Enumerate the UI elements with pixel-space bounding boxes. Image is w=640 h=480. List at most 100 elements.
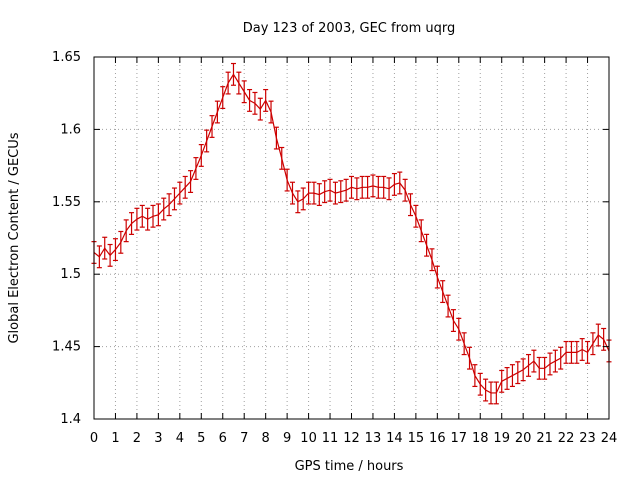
error-bar — [118, 230, 124, 254]
error-bar — [483, 378, 489, 402]
x-tick-label: 12 — [343, 431, 360, 446]
error-bar — [327, 178, 333, 202]
x-tick-label: 0 — [90, 431, 98, 446]
error-bar — [289, 181, 295, 205]
error-bar — [509, 364, 515, 388]
error-bar — [418, 219, 424, 243]
error-bar — [268, 100, 274, 124]
error-bar — [585, 340, 591, 364]
error-bar — [204, 129, 210, 153]
series-layer — [91, 62, 612, 405]
error-bar — [247, 88, 253, 112]
error-bar — [499, 369, 505, 393]
error-bar — [531, 349, 537, 373]
error-bar — [472, 364, 478, 388]
x-tick-label: 23 — [579, 431, 596, 446]
error-bar — [477, 372, 483, 396]
error-bar — [134, 207, 140, 231]
error-bar — [343, 178, 349, 202]
y-tick-label: 1.45 — [52, 340, 81, 355]
x-tick-label: 24 — [601, 431, 618, 446]
error-bar — [552, 349, 558, 373]
y-tick-label: 1.55 — [52, 195, 81, 210]
error-bar — [252, 91, 258, 115]
error-bar — [440, 280, 446, 304]
error-bar — [579, 338, 585, 361]
error-bar — [413, 204, 419, 228]
tick-layer — [93, 56, 610, 420]
grid-layer — [94, 57, 609, 419]
x-tick-label: 2 — [133, 431, 141, 446]
error-bar — [123, 219, 129, 243]
error-bar — [225, 71, 231, 95]
x-tick-label: 14 — [386, 431, 403, 446]
y-tick-label: 1.5 — [60, 267, 81, 282]
y-axis-title: Global Electron Content / GECUs — [7, 132, 22, 343]
error-bar — [536, 356, 542, 380]
error-bar — [467, 346, 473, 370]
error-bar — [424, 233, 430, 257]
error-bar — [370, 174, 376, 198]
x-tick-label: 15 — [408, 431, 425, 446]
error-bar — [161, 197, 167, 221]
x-tick-label: 16 — [429, 431, 446, 446]
error-bar — [188, 170, 194, 193]
x-tick-label: 8 — [262, 431, 270, 446]
x-tick-label: 6 — [219, 431, 227, 446]
x-tick-label: 22 — [558, 431, 575, 446]
error-bar — [279, 146, 285, 170]
error-bar — [386, 177, 392, 201]
error-bar — [526, 353, 532, 377]
error-bar — [488, 381, 494, 405]
x-tick-label: 21 — [536, 431, 553, 446]
error-bar — [365, 175, 371, 199]
error-bar — [590, 332, 596, 356]
error-bar — [354, 177, 360, 201]
error-bar — [145, 207, 151, 231]
error-bar — [107, 243, 113, 267]
error-bar — [391, 172, 397, 196]
error-bar — [263, 88, 269, 112]
x-tick-label: 11 — [322, 431, 339, 446]
error-bar — [381, 175, 387, 199]
error-bar — [171, 187, 177, 211]
error-bar — [166, 193, 172, 217]
error-bar — [284, 168, 290, 192]
x-tick-label: 17 — [451, 431, 468, 446]
error-bar — [96, 245, 102, 269]
error-bar — [408, 193, 414, 217]
x-tick-label: 1 — [111, 431, 119, 446]
x-tick-label: 7 — [240, 431, 248, 446]
error-bar — [515, 361, 521, 385]
error-bar — [220, 86, 226, 110]
x-tick-label: 5 — [197, 431, 205, 446]
x-axis-title: GPS time / hours — [295, 459, 404, 474]
x-tick-label: 3 — [154, 431, 162, 446]
y-tick-label: 1.4 — [60, 412, 81, 427]
error-bar — [193, 157, 199, 180]
error-bar — [558, 346, 564, 370]
error-bar — [129, 212, 135, 235]
error-bar — [209, 115, 215, 138]
error-bar — [230, 62, 236, 86]
error-bar — [568, 340, 574, 364]
error-bar — [112, 238, 118, 262]
error-bar — [375, 175, 381, 199]
error-bar — [429, 248, 435, 272]
y-tick-label: 1.65 — [52, 50, 81, 65]
error-bar — [102, 236, 108, 260]
error-bar — [316, 183, 322, 207]
y-tick-label: 1.6 — [60, 122, 81, 137]
x-tick-label: 13 — [365, 431, 382, 446]
error-bar — [295, 190, 301, 214]
error-bar — [322, 180, 328, 204]
error-bar — [520, 358, 526, 382]
error-bar — [177, 181, 183, 205]
error-bar — [311, 181, 317, 205]
error-bar — [461, 332, 467, 356]
error-bar — [273, 126, 279, 150]
x-tick-label: 18 — [472, 431, 489, 446]
error-bar — [155, 203, 161, 227]
error-bar — [139, 204, 145, 228]
error-bar — [397, 171, 403, 195]
